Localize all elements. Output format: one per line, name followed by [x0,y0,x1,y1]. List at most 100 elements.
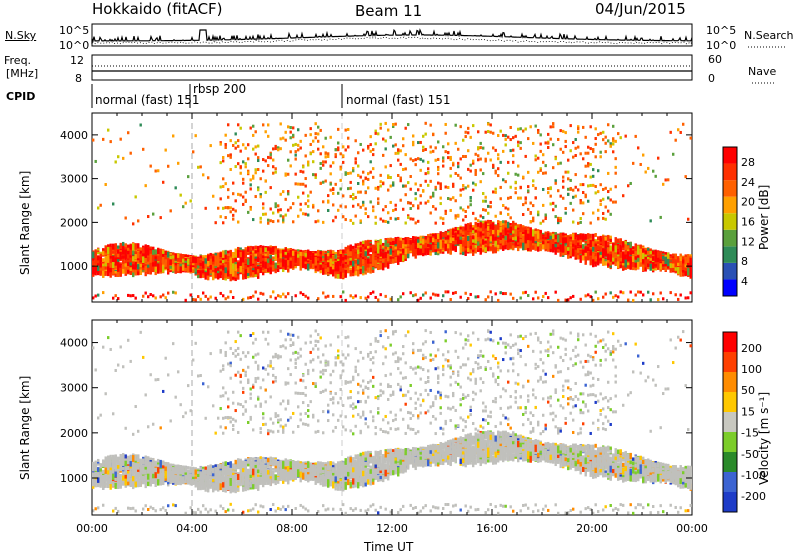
power-cell [344,264,347,269]
power-cell [317,139,320,143]
power-cell [107,128,110,132]
power-cell [469,163,472,167]
power-cell [354,253,357,259]
nsky-frame [91,23,693,47]
power-cell [472,211,475,215]
power-cell [379,264,382,268]
power-cell [294,294,297,298]
power-cell [234,270,237,278]
power-cell [172,255,175,259]
power-cell [162,293,165,297]
power-cell [389,184,392,188]
power-cell [387,253,390,262]
power-cell [374,295,377,299]
power-cell [479,157,482,161]
power-cell [477,231,480,238]
power-cell [519,296,522,300]
power-cell [237,275,240,280]
power-cell [157,169,160,173]
power-cell [509,242,512,249]
power-cell [537,170,540,174]
power-cell [329,135,332,139]
power-cell [117,265,120,272]
power-cell [512,223,515,231]
power-cell [502,246,505,250]
power-cell [97,265,100,272]
power-cell [529,230,532,239]
power-cell [427,248,430,256]
power-cell [182,258,185,264]
power-cell [237,123,240,127]
power-cell [229,249,232,257]
power-cell [127,293,130,297]
power-cell [127,249,130,257]
power-cell [262,255,265,259]
power-cell [512,160,515,164]
power-cell [279,249,282,257]
power-cell [484,199,487,203]
power-cell [299,208,302,212]
power-cell [519,224,522,230]
power-cell [419,183,422,187]
power-cell [299,169,302,173]
power-cell [109,140,112,144]
power-cell [222,260,225,267]
power-cell [129,244,132,253]
power-cell [454,199,457,203]
power-cell [304,253,307,257]
power-cell [467,167,470,171]
power-cell [194,298,197,302]
power-cell [354,294,357,298]
power-cell [279,122,282,126]
power-cell [314,173,317,177]
power-cell [249,245,252,252]
power-cell [357,151,360,155]
power-cell [522,225,525,228]
power-cell [252,270,255,273]
power-cell [412,244,415,253]
power-cell [394,252,397,256]
power-cell [252,253,255,258]
power-cell [397,257,400,265]
power-cell [449,228,452,237]
power-cell [432,194,435,198]
power-cell [422,148,425,152]
power-cell [524,226,527,232]
power-cell [224,254,227,260]
power-cell [209,255,212,259]
power-cell [444,243,447,252]
power-cell [114,259,117,266]
power-cell [414,182,417,186]
power-cell [429,236,432,241]
power-cell [527,228,530,233]
power-cell [362,255,365,260]
power-cell [389,200,392,204]
power-cell [414,251,417,259]
power-cell [289,164,292,168]
power-cell [207,260,210,267]
power-cell [294,263,297,266]
power-cell [349,265,352,268]
power-cell [137,262,140,265]
power-cell [472,244,475,250]
power-cell [502,222,505,230]
power-cell [419,235,422,241]
power-cell [234,248,237,256]
power-cell [527,234,530,241]
power-cell [467,149,470,153]
power-cell [354,251,357,255]
power-cell [247,252,250,255]
power-cell [214,264,217,269]
power-cell [412,143,415,147]
power-cell [469,135,472,139]
power-cell [534,243,537,250]
power-cell [424,245,427,251]
power-cell [494,236,497,241]
power-cell [319,265,322,271]
power-cell [369,135,372,139]
power-cell [149,267,152,275]
power-cell [467,126,470,130]
power-cell [507,135,510,139]
power-cell [374,247,377,252]
power-cell [452,163,455,167]
